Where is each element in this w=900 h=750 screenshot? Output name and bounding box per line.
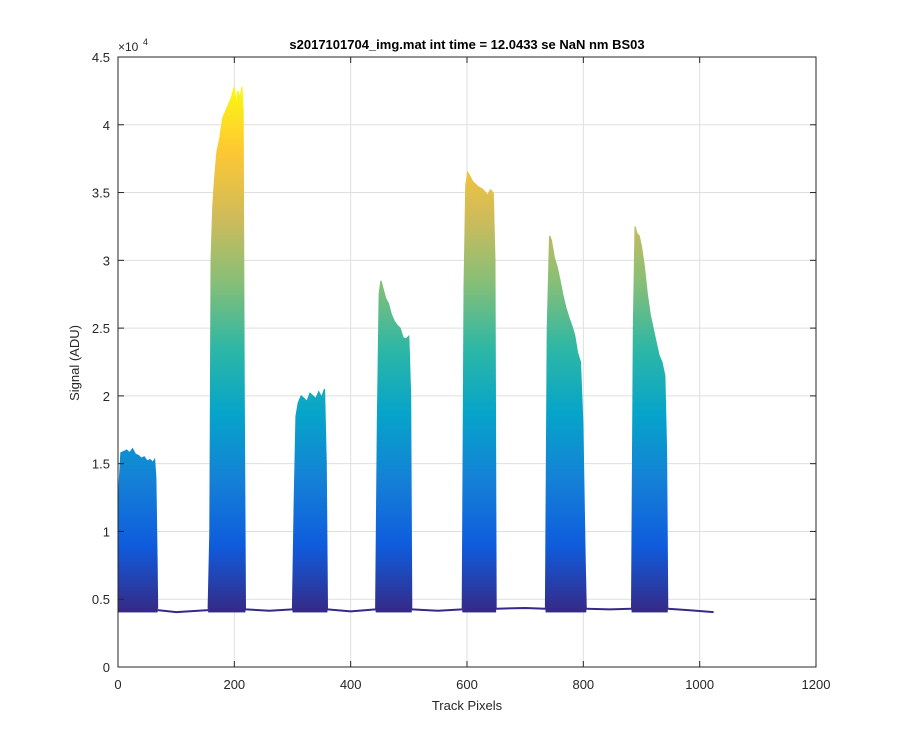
- y-tick-label: 3: [103, 253, 110, 268]
- x-tick-label: 800: [572, 677, 594, 692]
- y-tick-label: 0.5: [92, 592, 110, 607]
- peak-edge-3: [291, 388, 328, 609]
- peak-area-7: [631, 226, 668, 612]
- x-tick-label: 0: [114, 677, 121, 692]
- peak-area-6: [545, 235, 587, 612]
- baseline-segment-2: [245, 608, 293, 612]
- y-tick-label: 2: [103, 389, 110, 404]
- peak-edge-1: [118, 447, 159, 612]
- peak-base-7: [631, 608, 668, 613]
- y-exponent-power: 4: [143, 37, 148, 47]
- peak-base-5: [462, 608, 497, 613]
- peak-area-2: [208, 86, 246, 612]
- y-tick-label: 0: [103, 660, 110, 675]
- x-tick-label: 1200: [802, 677, 831, 692]
- x-tick-label: 1000: [685, 677, 714, 692]
- ticks: [117, 56, 817, 668]
- peak-area-3: [292, 389, 328, 612]
- peak-edge-6: [544, 235, 587, 609]
- peak-area-4: [375, 280, 412, 612]
- peak-base-3: [292, 608, 328, 613]
- peak-edge-4: [375, 280, 413, 609]
- baseline-segment-7: [667, 607, 714, 614]
- baseline-segment-1: [157, 609, 209, 614]
- baseline-segment-5: [496, 606, 546, 610]
- peak-base-4: [375, 608, 412, 613]
- y-exponent-base: ×10: [118, 40, 139, 54]
- baseline-segment-6: [586, 607, 632, 611]
- peak-edge-5: [461, 170, 497, 609]
- y-tick-label: 1.5: [92, 457, 110, 472]
- chart-title: s2017101704_img.mat int time = 12.0433 s…: [289, 37, 644, 52]
- x-tick-label: 600: [456, 677, 478, 692]
- y-tick-label: 4.5: [92, 50, 110, 65]
- data-layer: [118, 86, 714, 614]
- tick-labels: 0 200 400 600 800 1000 1200 0 0.5 1 1.5 2 2.5 3 3.5 4 4.…: [92, 50, 831, 692]
- y-tick-label: 2.5: [92, 321, 110, 336]
- peak-edge-2: [207, 86, 246, 609]
- peak-area-1: [118, 448, 158, 612]
- peak-area-5: [462, 172, 497, 612]
- y-tick-label: 1: [103, 524, 110, 539]
- peak-base-6: [545, 608, 587, 613]
- peak-base-1: [118, 608, 158, 613]
- peak-edge-7: [631, 226, 669, 609]
- y-exponent: ×10 4: [118, 37, 148, 54]
- x-tick-label: 400: [340, 677, 362, 692]
- x-tick-label: 200: [223, 677, 245, 692]
- peak-base-2: [208, 608, 246, 613]
- baseline-segment-3: [327, 608, 376, 613]
- y-tick-label: 3.5: [92, 186, 110, 201]
- y-tick-label: 4: [103, 118, 110, 133]
- x-axis-label: Track Pixels: [432, 698, 503, 713]
- baseline-segment-4: [411, 608, 463, 612]
- y-axis-label: Signal (ADU): [67, 325, 82, 401]
